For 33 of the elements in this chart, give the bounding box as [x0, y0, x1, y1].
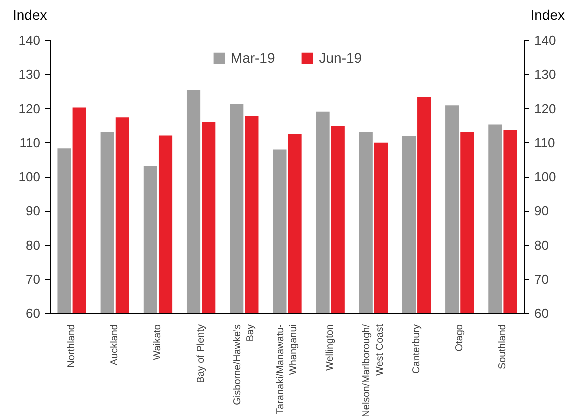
y2-axis-title: Index	[530, 6, 565, 25]
y-tick-label: 120	[18, 101, 41, 116]
y2-tick-label: 100	[534, 170, 556, 184]
y-tick-label: 60	[26, 306, 41, 321]
y-tick-label: 110	[20, 135, 41, 150]
x-tick-label: Bay of Plenty	[196, 324, 207, 384]
y-tick-label: 100	[18, 170, 41, 184]
y-tick-label: 70	[26, 272, 41, 287]
x-tick-label: Auckland	[110, 324, 121, 366]
y2-tick-label: 130	[534, 67, 556, 82]
y2-tick-label: 70	[534, 272, 549, 287]
legend-label: Mar-19	[230, 50, 276, 66]
y2-tick-label: 140	[534, 33, 556, 48]
y2-tick-label: 120	[534, 101, 556, 116]
y2-tick-label: 110	[534, 135, 556, 150]
x-tick-label: Taranaki/Manawatu- Whanganui	[275, 324, 300, 415]
y2-tick-label: 80	[534, 238, 549, 253]
x-tick-label: Waikato	[152, 324, 164, 360]
y-tick-label: 130	[18, 67, 41, 82]
y2-tick-label: 60	[534, 306, 549, 321]
x-tick-label: Southland	[497, 324, 508, 370]
legend-label: Jun-19	[319, 50, 362, 66]
x-tick-label: Otago	[454, 324, 466, 352]
y-tick-label: 90	[26, 204, 41, 219]
x-tick-label: Northland	[66, 324, 78, 368]
x-tick-label: Nelson/Marlborough/ West Coast	[362, 324, 386, 417]
x-tick-label: Wellington	[325, 324, 336, 372]
y-axis-title: Index	[13, 6, 48, 25]
x-tick-label: Canterbury	[411, 324, 422, 374]
x-tick-label: Gisborne/Hawke's Bay	[232, 324, 257, 406]
y-tick-label: 140	[18, 33, 41, 48]
y2-tick-label: 90	[534, 204, 549, 219]
y-tick-label: 80	[26, 238, 41, 253]
